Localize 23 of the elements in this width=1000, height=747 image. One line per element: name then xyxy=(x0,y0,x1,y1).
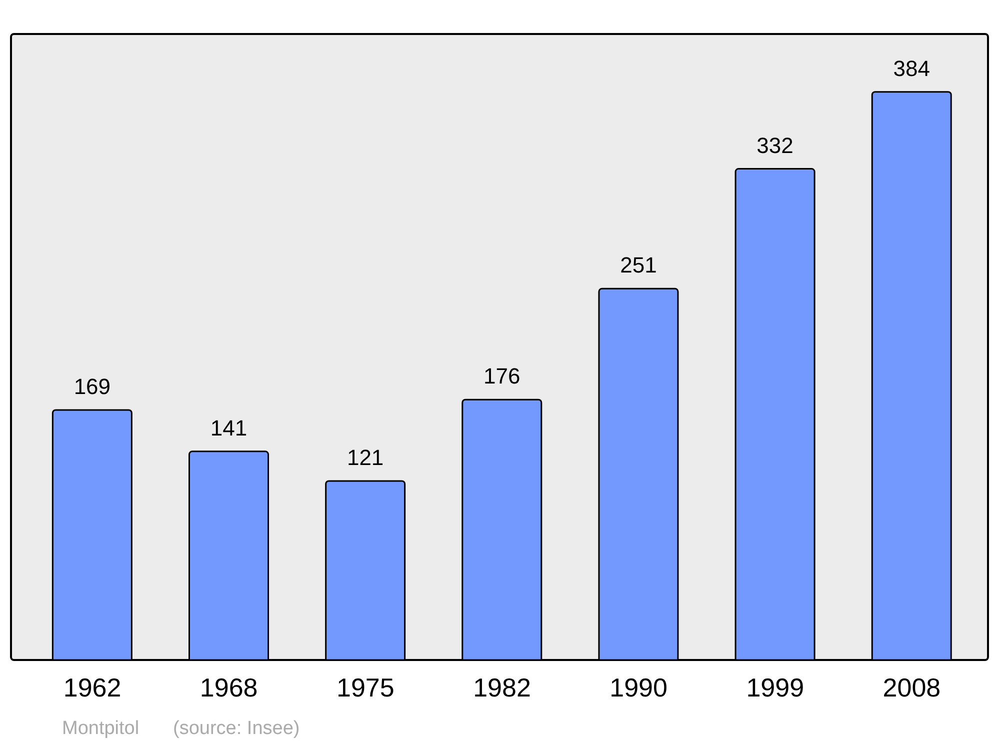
text: Montpitol xyxy=(62,718,140,740)
data-label: 141 xyxy=(210,415,248,440)
x-tick-label: 1982 xyxy=(473,672,531,702)
data-label: 176 xyxy=(484,364,520,389)
bar xyxy=(188,450,269,660)
x-tick-label: 2008 xyxy=(882,672,941,702)
bar xyxy=(734,168,816,660)
bar xyxy=(52,409,132,660)
data-label: 121 xyxy=(346,444,384,470)
x-tick-label: 1990 xyxy=(610,672,668,702)
x-tick-label: 1975 xyxy=(336,672,394,702)
data-label: 169 xyxy=(74,374,111,399)
bar xyxy=(325,480,406,660)
bar xyxy=(462,398,542,660)
bar xyxy=(871,91,952,660)
data-label: 384 xyxy=(893,56,930,81)
x-tick-label: 1999 xyxy=(746,672,804,702)
bar xyxy=(598,288,679,660)
data-label: 251 xyxy=(620,252,657,278)
text: (source: Insee) xyxy=(173,718,300,740)
x-tick-label: 1968 xyxy=(200,672,258,702)
x-tick-label: 1962 xyxy=(63,672,122,702)
data-label: 332 xyxy=(756,132,794,158)
